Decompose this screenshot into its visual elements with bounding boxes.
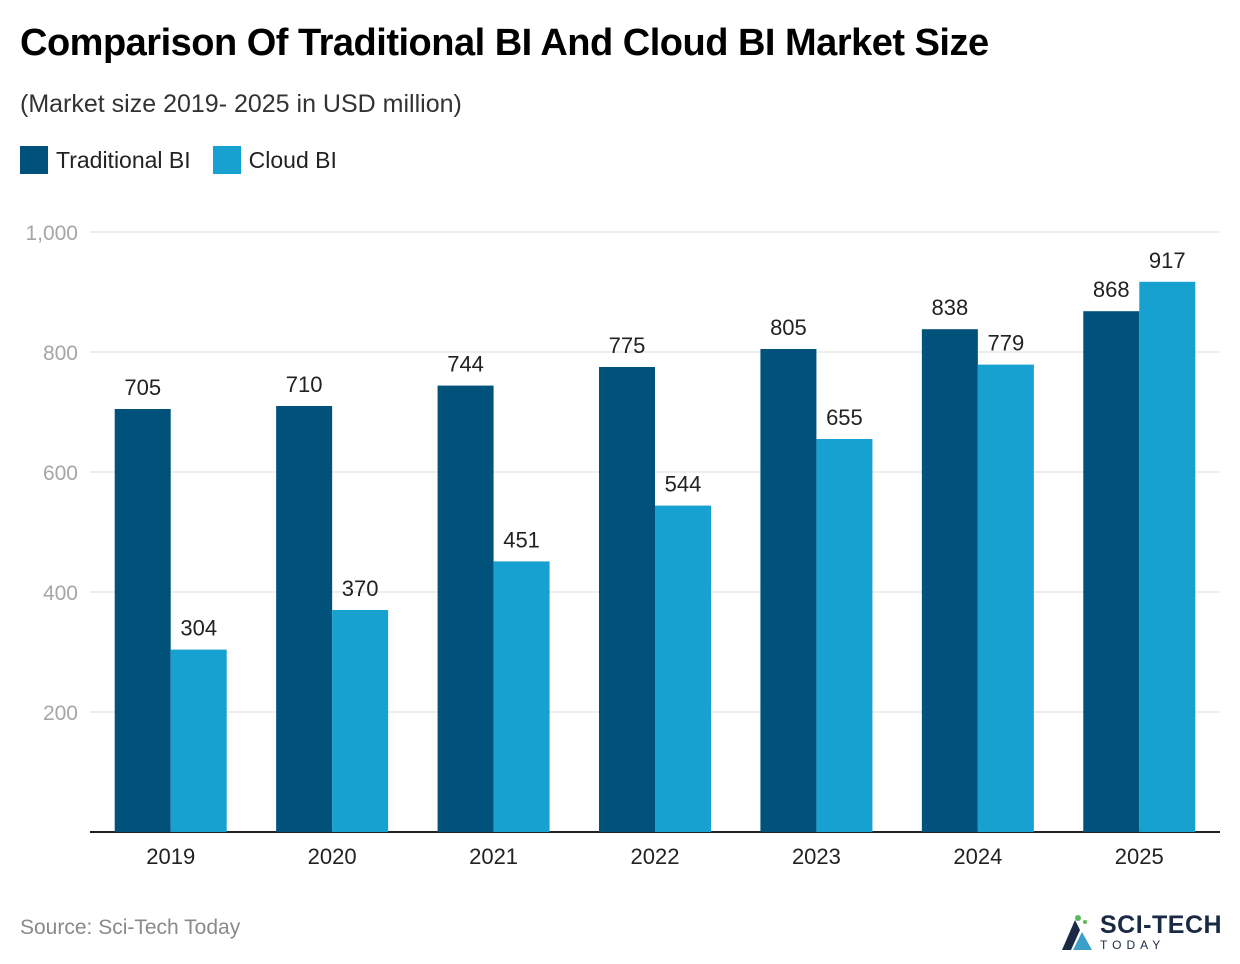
x-tick-label: 2025 <box>1115 844 1164 869</box>
y-tick-label: 1,000 <box>25 222 78 245</box>
legend-label-traditional-bi: Traditional BI <box>56 146 191 173</box>
bar-cloud-bi <box>332 610 389 832</box>
bar-cloud-bi <box>170 649 227 832</box>
bar-traditional-bi <box>437 385 494 832</box>
chart-subtitle: (Market size 2019- 2025 in USD million) <box>20 90 462 118</box>
logo-main-text: SCI-TECH <box>1100 911 1223 939</box>
bar-traditional-bi <box>1083 311 1140 832</box>
data-label: 544 <box>665 472 702 497</box>
legend-item-cloud-bi: Cloud BI <box>212 146 337 174</box>
x-tick-label: 2023 <box>792 844 841 869</box>
bar-traditional-bi <box>599 367 655 832</box>
legend-swatch-traditional-bi <box>20 146 48 174</box>
data-label: 370 <box>342 576 379 601</box>
x-tick-label: 2021 <box>469 844 518 869</box>
bar-traditional-bi <box>114 409 171 832</box>
bar-traditional-bi <box>921 329 978 832</box>
bar-traditional-bi <box>760 349 817 832</box>
data-label: 744 <box>447 352 484 377</box>
bar-cloud-bi <box>816 439 873 832</box>
x-tick-label: 2022 <box>631 844 680 869</box>
x-tick-label: 2020 <box>308 844 357 869</box>
y-tick-label: 200 <box>43 702 78 725</box>
bar-cloud-bi <box>977 364 1034 832</box>
data-label: 775 <box>609 333 646 358</box>
data-label: 451 <box>503 527 540 552</box>
data-label: 838 <box>931 295 968 320</box>
data-label: 304 <box>180 616 217 641</box>
x-tick-label: 2019 <box>146 844 195 869</box>
bar-cloud-bi <box>493 561 550 832</box>
logo: SCI-TECH TODAY <box>1058 912 1222 952</box>
legend-label-cloud-bi: Cloud BI <box>248 146 337 173</box>
data-label: 868 <box>1093 277 1130 302</box>
sci-tech-logo-icon <box>1062 915 1092 950</box>
data-label: 779 <box>987 331 1024 356</box>
legend-item-traditional-bi: Traditional BI <box>20 146 191 174</box>
x-tick-label: 2024 <box>953 844 1002 869</box>
data-label: 705 <box>124 375 161 400</box>
y-tick-label: 800 <box>43 342 78 365</box>
data-label: 917 <box>1149 248 1186 273</box>
logo-sub-text: TODAY <box>1100 938 1166 952</box>
data-label: 710 <box>286 372 323 397</box>
bar-cloud-bi <box>1139 281 1196 832</box>
data-label: 655 <box>826 405 863 430</box>
bar-traditional-bi <box>276 406 333 832</box>
legend: Traditional BI Cloud BI <box>20 146 359 174</box>
y-tick-label: 600 <box>43 462 78 485</box>
source-note: Source: Sci-Tech Today <box>20 916 241 939</box>
bar-cloud-bi <box>655 505 711 832</box>
bar-chart: 200 400 600 800 1,000 705 304 2019 710 370 2020 744… <box>25 222 1220 869</box>
y-tick-label: 400 <box>43 582 78 605</box>
legend-swatch-cloud-bi <box>212 146 241 174</box>
chart-title: Comparison Of Traditional BI And Cloud B… <box>20 22 989 64</box>
data-label: 805 <box>770 315 807 340</box>
